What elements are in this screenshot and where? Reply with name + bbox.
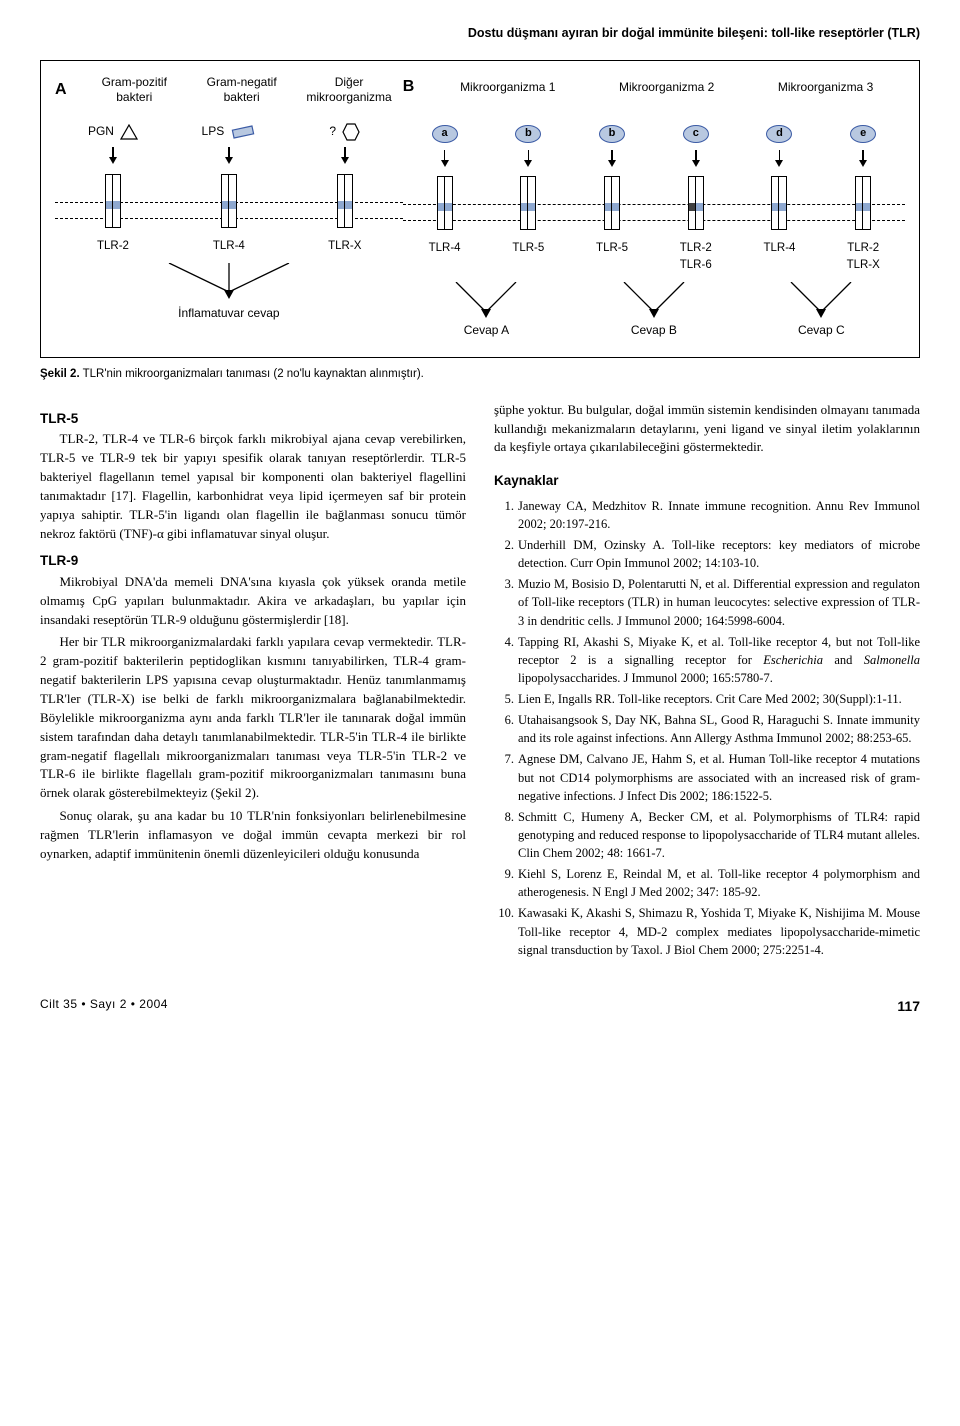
reference-item: Kiehl S, Lorenz E, Reindal M, et al. Tol… [494,865,920,901]
continuation-para: şüphe yoktur. Bu bulgular, doğal immün s… [494,401,920,458]
page-footer: Cilt 35 • Sayı 2 • 2004 117 [40,996,920,1016]
footer-page-number: 117 [897,996,920,1016]
footer-issue: Cilt 35 • Sayı 2 • 2004 [40,996,168,1016]
cevap-b: Cevap B [570,322,737,339]
reference-item: Janeway CA, Medzhitov R. Innate immune r… [494,497,920,533]
right-column: şüphe yoktur. Bu bulgular, doğal immün s… [494,401,920,962]
shape-unknown: ? [287,123,403,141]
tlr-b-3: TLR-2 TLR-6 [654,240,738,273]
panel-a-col-1: Gram-negatif bakteri [188,75,295,104]
panel-b-col-2: Mikroorganizma 3 [746,80,905,94]
tlr-b-2: TLR-5 [570,240,654,273]
ellipse-c: c [683,125,709,143]
ellipse-e: e [850,125,876,143]
tlr-b-4: TLR-4 [738,240,822,273]
tlr-a-0: TLR-2 [55,238,171,255]
panel-a-col-0: Gram-pozitif bakteri [81,75,188,104]
figure-caption: Şekil 2. TLR'nin mikroorganizmaları tanı… [40,366,920,383]
reference-item: Agnese DM, Calvano JE, Hahm S, et al. Hu… [494,750,920,804]
tlr9-para-2: Her bir TLR mikroorganizmalardaki farklı… [40,633,466,803]
panel-b: B Mikroorganizma 1 Mikroorganizma 2 Mikr… [403,75,905,339]
running-head: Dostu düşmanı ayıran bir doğal immünite … [40,24,920,42]
tlr5-heading: TLR-5 [40,409,466,429]
figure-2: A Gram-pozitif bakteri Gram-negatif bakt… [40,60,920,358]
ellipse-a: a [432,125,458,143]
shape-pgn: PGN [55,123,171,140]
references-list: Janeway CA, Medzhitov R. Innate immune r… [494,497,920,959]
left-column: TLR-5 TLR-2, TLR-4 ve TLR-6 birçok farkl… [40,401,466,962]
reference-item: Tapping RI, Akashi S, Miyake K, et al. T… [494,633,920,687]
tlr-b-0: TLR-4 [403,240,487,273]
tlr9-heading: TLR-9 [40,551,466,571]
references-heading: Kaynaklar [494,471,920,491]
tlr-a-2: TLR-X [287,238,403,255]
panel-a-col-2: Diğer mikroorganizma [295,75,402,104]
reference-item: Utahaisangsook S, Day NK, Bahna SL, Good… [494,711,920,747]
cevap-a: Cevap A [403,322,570,339]
ellipse-b2: b [599,125,625,143]
reference-item: Schmitt C, Humeny A, Becker CM, et al. P… [494,808,920,862]
tlr-b-5: TLR-2 TLR-X [821,240,905,273]
reference-item: Kawasaki K, Akashi S, Shimazu R, Yoshida… [494,904,920,958]
reference-item: Lien E, Ingalls RR. Toll-like receptors.… [494,690,920,708]
shape-lps: LPS [171,123,287,140]
cevap-c: Cevap C [738,322,905,339]
tlr-a-1: TLR-4 [171,238,287,255]
tlr5-para: TLR-2, TLR-4 ve TLR-6 birçok farklı mikr… [40,430,466,543]
converge-arrows-a [149,263,309,299]
tlr9-para-3: Sonuç olarak, şu ana kadar bu 10 TLR'nin… [40,807,466,864]
tlr9-para-1: Mikrobiyal DNA'da memeli DNA'sına kıyasl… [40,573,466,630]
panel-b-col-1: Mikroorganizma 2 [587,80,746,94]
reference-item: Underhill DM, Ozinsky A. Toll-like recep… [494,536,920,572]
inflam-response: İnflamatuvar cevap [55,305,403,322]
panel-a-label: A [55,78,67,101]
ellipse-b1: b [515,125,541,143]
panel-b-label: B [403,75,415,98]
reference-item: Muzio M, Bosisio D, Polentarutti N, et a… [494,575,920,629]
tlr-b-1: TLR-5 [486,240,570,273]
ellipse-d: d [766,125,792,143]
panel-b-col-0: Mikroorganizma 1 [428,80,587,94]
panel-a: A Gram-pozitif bakteri Gram-negatif bakt… [55,75,403,339]
